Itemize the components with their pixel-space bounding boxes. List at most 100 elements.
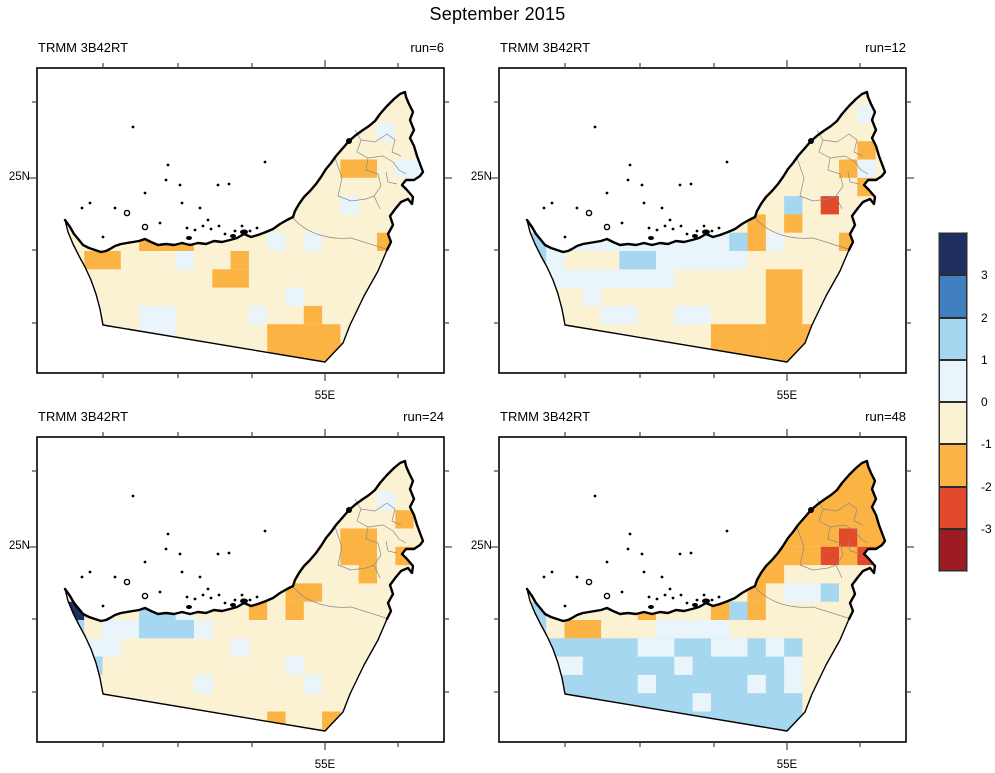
island-dot bbox=[647, 226, 651, 230]
map-svg bbox=[29, 60, 452, 381]
country-border-line bbox=[526, 588, 850, 732]
panel-2-header: TRMM 3B42RT run=12 bbox=[499, 40, 906, 56]
island-dot bbox=[628, 163, 632, 167]
grid-cell bbox=[857, 104, 876, 123]
colorbar-segment bbox=[939, 402, 967, 445]
grid-cell bbox=[212, 269, 249, 288]
coastal-blob bbox=[186, 236, 192, 240]
island-dot bbox=[660, 206, 664, 210]
island-dot bbox=[216, 552, 220, 556]
colorbar-tick-label: 3 bbox=[981, 268, 988, 283]
grid-cell bbox=[839, 232, 858, 251]
colorbar-tick-label: 0 bbox=[981, 395, 988, 409]
grid-cell bbox=[322, 711, 341, 730]
island-dot bbox=[166, 163, 170, 167]
island-dot bbox=[626, 178, 630, 182]
island-ring bbox=[603, 223, 611, 231]
colorbar-segment bbox=[939, 275, 967, 318]
island-dot bbox=[660, 575, 664, 579]
grid-cell bbox=[303, 674, 323, 694]
grid-cell bbox=[601, 305, 638, 325]
coastal-blob bbox=[346, 507, 352, 513]
island-dot bbox=[209, 227, 213, 231]
colorbar-tick-label: 2 bbox=[981, 310, 988, 325]
grid-cell bbox=[230, 638, 249, 657]
grid-cell bbox=[267, 711, 286, 730]
island-dot bbox=[263, 160, 267, 164]
island-dot bbox=[655, 597, 659, 601]
coastline bbox=[63, 90, 425, 254]
island-dot bbox=[80, 206, 84, 210]
grid-cell bbox=[857, 141, 876, 160]
island-dot bbox=[164, 547, 168, 551]
island-dot bbox=[620, 221, 624, 225]
grid-cell bbox=[674, 305, 711, 325]
island-dot bbox=[248, 229, 252, 233]
panel-frame bbox=[498, 436, 907, 743]
colorbar-segment bbox=[939, 359, 967, 402]
admin-boundary-line bbox=[360, 502, 402, 526]
island-dot bbox=[158, 221, 162, 225]
grid-cell bbox=[784, 214, 803, 233]
grid-cell bbox=[340, 342, 359, 361]
grid-cell bbox=[340, 196, 359, 215]
grid-cell bbox=[194, 674, 213, 694]
grid-cell bbox=[656, 620, 730, 639]
figure-title: September 2015 bbox=[429, 4, 566, 24]
admin-boundary-line bbox=[292, 586, 387, 619]
admin-boundary-line bbox=[816, 498, 844, 579]
country-fill-group bbox=[65, 461, 423, 731]
grid-cell bbox=[564, 620, 602, 639]
coastal-blob bbox=[702, 229, 710, 235]
admin-boundary-line bbox=[385, 540, 398, 554]
map-panel-run-48 bbox=[473, 411, 932, 773]
panel-frame bbox=[36, 67, 445, 374]
grid-cell bbox=[582, 287, 602, 306]
colorbar-tick-label: 1 bbox=[981, 352, 988, 367]
island-dot bbox=[668, 218, 672, 222]
panel-1-xtick-label: 55E bbox=[314, 390, 336, 402]
island-dot bbox=[563, 604, 567, 608]
island-dot bbox=[164, 178, 168, 182]
grid-cell bbox=[820, 196, 839, 215]
grid-cell bbox=[395, 510, 414, 529]
admin-boundary-line bbox=[385, 171, 398, 185]
grid-cell bbox=[674, 656, 693, 675]
grid-cell bbox=[857, 528, 885, 547]
map-svg bbox=[29, 429, 452, 750]
island-dot bbox=[647, 595, 651, 599]
panel-1-header: TRMM 3B42RT run=6 bbox=[37, 40, 444, 56]
island-dot bbox=[671, 596, 675, 600]
island-dot bbox=[131, 494, 135, 498]
country-base-fill bbox=[65, 461, 423, 731]
island-dot bbox=[255, 595, 259, 599]
grid-cell bbox=[139, 232, 194, 251]
island-dot bbox=[605, 560, 609, 564]
island-dot bbox=[640, 552, 644, 556]
colorbar-tick-label: -3 bbox=[981, 521, 992, 536]
grid-cell bbox=[303, 232, 323, 251]
map-panel-run-12 bbox=[473, 42, 932, 404]
grid-cell bbox=[267, 232, 286, 251]
grid-cell bbox=[747, 601, 766, 620]
admin-boundary-line bbox=[796, 157, 837, 202]
island-dot bbox=[223, 232, 227, 236]
island-dot bbox=[550, 570, 554, 574]
island-dot bbox=[185, 226, 189, 230]
grid-cell bbox=[285, 583, 323, 602]
island-dot bbox=[178, 552, 182, 556]
coastal-blob bbox=[186, 605, 192, 609]
coastal-blob bbox=[648, 605, 654, 609]
grid-cell bbox=[267, 324, 341, 361]
island-dot bbox=[671, 227, 675, 231]
island-dot bbox=[550, 201, 554, 205]
island-dot bbox=[233, 229, 237, 233]
island-dot bbox=[702, 593, 706, 597]
island-dot bbox=[131, 125, 135, 129]
island-dot bbox=[217, 224, 221, 228]
island-dot bbox=[717, 226, 721, 230]
country-fill-group bbox=[527, 92, 885, 362]
panel-2-ytick-label: 25N bbox=[470, 171, 492, 183]
grid-cell bbox=[377, 232, 396, 251]
admin-boundary-line bbox=[822, 133, 864, 157]
